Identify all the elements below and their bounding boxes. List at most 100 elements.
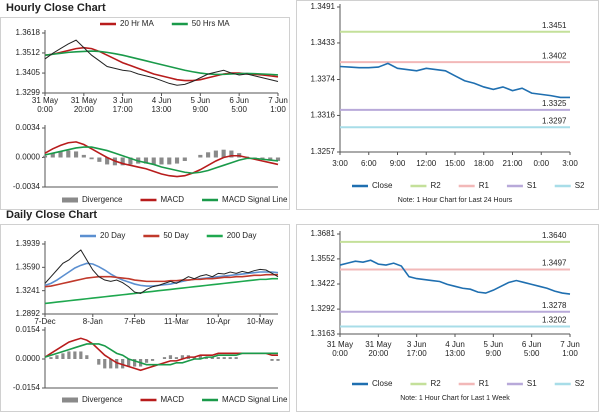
legend-label: 50 Hrs MA [192,19,230,28]
x-tick-label: 0:00 [533,159,549,168]
x-tick-label: 4 Jun [152,96,172,105]
bar [109,359,113,369]
x-tick-label: 10-May [247,317,274,326]
x-tick-label: 9:00 [486,349,502,358]
x-tick-label: 20:00 [368,349,389,358]
x-tick-label: 5:00 [524,349,540,358]
y-tick-label: 1.3618 [16,28,41,37]
legend-label: S1 [527,181,537,190]
bar [105,157,110,165]
section-title: Hourly Close Chart [6,2,106,14]
x-tick-label: 21:00 [502,159,523,168]
y-tick-label: 1.3374 [311,75,336,84]
legend-label: R2 [430,181,441,190]
x-tick-label: 31 May [71,96,97,105]
series-line [44,337,278,372]
y-tick-label: 1.3512 [16,48,41,57]
bar [159,157,164,165]
bar [228,357,232,359]
y-tick-label: 0.0000 [16,153,41,162]
bar [61,353,65,359]
chart-note: Note: 1 Hour Chart for Last 1 Week [400,395,510,402]
level-label: 1.3202 [542,316,567,325]
x-tick-label: 6 Jun [229,96,249,105]
panel-frame [296,0,599,210]
bar [50,153,55,158]
x-tick-label: 4 Jun [445,340,465,349]
bar [42,155,48,158]
x-tick-label: 5 Jun [484,340,504,349]
bar [168,355,173,359]
bar [73,151,79,158]
legend-label: 20 Hr MA [120,19,154,28]
y-tick-label: 1.3491 [311,2,336,11]
legend-label: 20 Day [100,231,125,240]
x-tick-label: 13:00 [151,105,172,114]
x-tick-label: 20:00 [74,105,95,114]
bar [120,157,125,166]
legend-label: S2 [575,181,585,190]
legend-label: Close [372,181,393,190]
bar [67,351,71,359]
bar [162,357,167,359]
level-label: 1.3451 [542,21,567,30]
y-tick-label: 0.0154 [16,325,41,334]
legend-label: Divergence [82,395,123,404]
bar [143,157,149,164]
bar [174,357,179,359]
bar [127,359,131,367]
y-tick-label: 1.3422 [311,279,336,288]
bar [268,157,273,161]
x-tick-label: 31 May [365,340,391,349]
legend-label: R2 [430,379,441,388]
x-tick-label: 1:00 [562,349,578,358]
y-tick-label: 1.3163 [311,329,336,338]
bar [79,351,83,359]
x-tick-label: 5 Jun [191,96,211,105]
x-tick-label: 13:00 [445,349,466,358]
level-label: 1.3402 [542,51,567,60]
bar [260,157,265,160]
bar [128,157,133,165]
x-tick-label: 0:00 [332,349,348,358]
bar [49,357,53,359]
bar [115,359,119,369]
bar [97,359,101,365]
bar [103,359,107,369]
bar [206,152,211,158]
legend-swatch [62,397,78,403]
y-tick-label: 1.3433 [311,38,336,47]
x-tick-label: 9:00 [390,159,406,168]
legend-label: MACD Signal Line [222,395,288,404]
x-tick-label: 7-Dec [34,317,55,326]
bar [198,355,202,359]
legend-label: MACD [160,195,184,204]
bar [121,359,125,369]
y-tick-label: 1.3939 [16,239,41,248]
series-line [44,249,279,294]
bar [150,359,155,361]
series-line [44,50,279,76]
x-tick-label: 17:00 [407,349,428,358]
bar [270,359,274,361]
y-tick-label: 1.3299 [16,88,41,97]
legend-label: S1 [527,379,537,388]
series-line [44,262,279,287]
x-tick-label: 7-Feb [124,317,145,326]
bar [221,149,226,158]
bar [192,357,196,359]
bar [180,355,185,359]
legend-label: MACD [160,395,184,404]
level-label: 1.3497 [542,259,567,268]
bar [222,357,226,359]
x-tick-label: 3:00 [332,159,348,168]
x-tick-label: 18:00 [474,159,495,168]
y-tick-label: 1.3552 [311,254,336,263]
x-tick-label: 31 May [32,96,58,105]
x-tick-label: 31 May [327,340,353,349]
y-tick-label: 1.3316 [311,111,336,120]
bar [210,357,214,359]
x-tick-label: 6 Jun [522,340,542,349]
